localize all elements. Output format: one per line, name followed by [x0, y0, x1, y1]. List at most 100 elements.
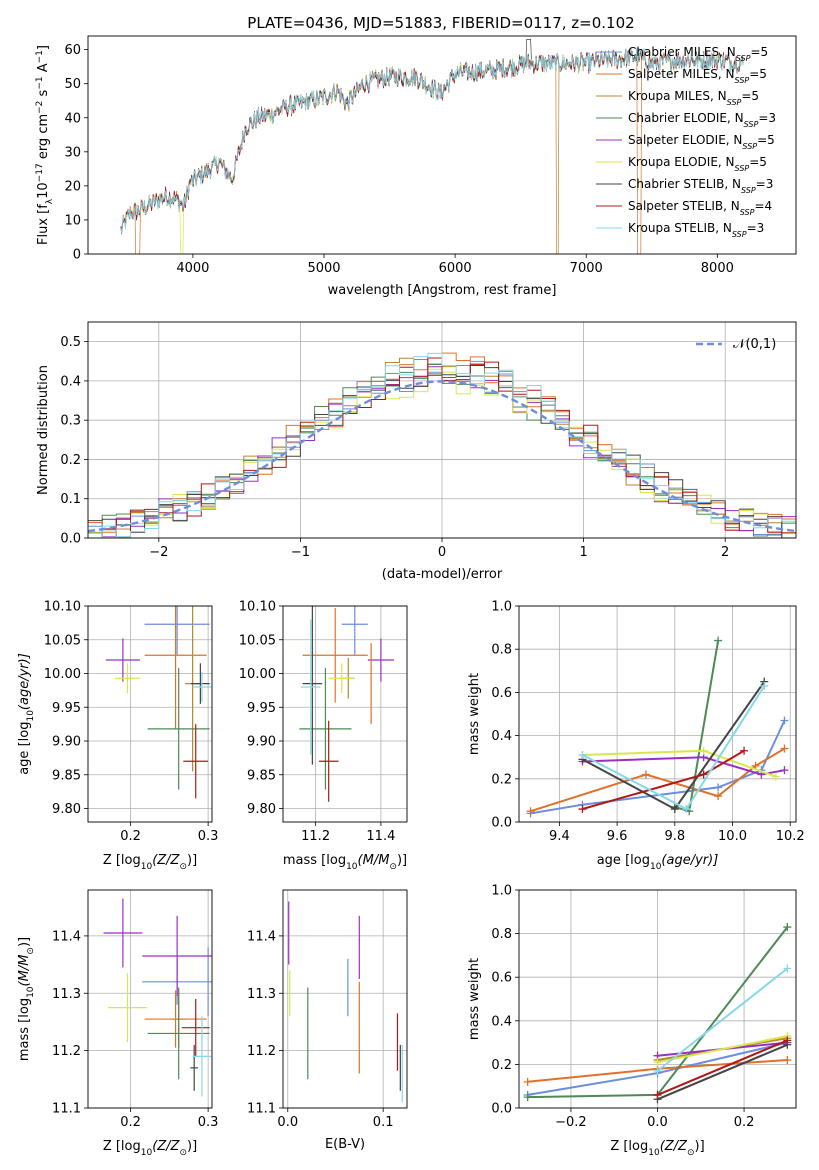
plot-frame [87, 35, 797, 255]
series-marker [760, 681, 769, 690]
y-tick-label: 60 [64, 43, 81, 58]
y-axis-label: age [log10(age/yr)] [17, 653, 36, 775]
y-tick-label: 0.0 [491, 816, 512, 831]
legend-nssp: =5 [741, 89, 759, 103]
x-axis-label-part: 10 [346, 862, 358, 872]
y-tick-label: 40 [64, 111, 81, 126]
legend-nssp: =5 [749, 155, 767, 169]
weight-vs-age-panel: 9.4 9.6 9.8 10.0 10.2 0.0 0.2 0.4 0.6 0.8 1.0 age [… [467, 600, 805, 873]
legend-sub: SSP [744, 120, 759, 129]
weight-series [523, 923, 792, 1104]
plot-area [88, 606, 212, 822]
spectrum-line [120, 48, 744, 234]
x-tick-label: −1 [291, 545, 310, 560]
y-tick-label: 20 [64, 179, 81, 194]
plot-frame [282, 889, 408, 1109]
data-point [367, 638, 394, 682]
data-point [341, 606, 368, 655]
x-axis-label-part: (Z/Z [660, 1139, 688, 1154]
y-tick-label: 0.6 [491, 971, 512, 986]
x-axis-label-part: )] [397, 853, 407, 868]
series-marker [783, 923, 792, 932]
y-axis-label-part: ⊙ [26, 947, 36, 955]
y-axis-label-part: Flux [f [36, 204, 51, 245]
data-point [144, 606, 207, 730]
legend-entry: Kroupa MILES, NSSP=5 [628, 89, 759, 107]
x-tick-label: 9.6 [607, 829, 628, 844]
x-tick-label: 2 [721, 545, 729, 560]
data-point [318, 720, 339, 802]
weight-vs-metallicity-panel: −0.2 0.0 0.2 0.0 0.2 0.4 0.6 0.8 1.0 Z [log10(Z/Z… [467, 884, 797, 1158]
legend-sub: SSP [736, 54, 751, 63]
x-axis-label-part: 10 [141, 1148, 153, 1158]
y-tick-label: 1.0 [491, 884, 512, 899]
series [578, 746, 749, 814]
legend-entry: Salpeter STELIB, NSSP=4 [628, 199, 772, 217]
y-axis-label-part: (age/yr)] [17, 653, 32, 710]
series [653, 1036, 792, 1099]
y-tick-label: 9.80 [52, 802, 81, 817]
legend-nssp: =5 [749, 67, 767, 81]
y-tick-label: 0.5 [60, 335, 81, 350]
y-tick-label: 9.95 [52, 701, 81, 716]
x-axis-label-part: Z [log [610, 1139, 648, 1154]
x-axis-label: Z [log10(Z/Z⊙)] [103, 1139, 197, 1158]
series-marker [780, 766, 789, 775]
x-axis-label-part: age [log [597, 853, 650, 868]
spectrum-panel: 4000 5000 6000 7000 8000 0 10 20 30 40 50 60 wavelen… [35, 35, 797, 298]
x-tick-label: 5000 [307, 261, 340, 276]
y-tick-label: 10 [64, 213, 81, 228]
data-point [302, 606, 323, 765]
series-marker [653, 1090, 662, 1099]
legend-nssp: =3 [756, 177, 774, 191]
normal-curve [88, 380, 796, 533]
y-tick-label: 11.3 [52, 987, 81, 1002]
y-tick-label: 11.1 [247, 1102, 276, 1117]
legend-sub: SSP [732, 230, 747, 239]
plot-frame [282, 605, 408, 823]
series-marker [653, 1058, 662, 1067]
y-axis-label-part: erg cm [36, 114, 51, 163]
x-tick-label: 0 [438, 545, 446, 560]
y-tick-label: 30 [64, 145, 81, 160]
y-tick-label: 10.10 [239, 600, 276, 615]
x-axis-label-part: ⊙ [179, 862, 187, 872]
x-tick-label: 0.2 [120, 829, 141, 844]
x-tick-label: 6000 [439, 261, 472, 276]
data-point [142, 915, 212, 997]
series-marker [653, 1066, 662, 1075]
x-axis-label-part: (M/M [358, 853, 390, 868]
y-tick-label: 9.95 [247, 701, 276, 716]
y-axis-label-part: mass [log [17, 998, 32, 1061]
series [653, 964, 792, 1075]
legend-entry: Salpeter MILES, NSSP=5 [628, 67, 767, 85]
data-point [183, 724, 209, 799]
series-marker [578, 751, 587, 760]
y-tick-label: 0.2 [60, 453, 81, 468]
legend-model-name: Kroupa STELIB, N [628, 221, 732, 235]
y-tick-label: 0.8 [491, 643, 512, 658]
x-axis-label-part: ⊙ [687, 1148, 695, 1158]
plot-frame [518, 605, 797, 823]
legend-model-name: Salpeter ELODIE, N [628, 133, 742, 147]
y-axis-label-part: A [36, 63, 51, 76]
spectrum-lines [120, 39, 744, 254]
legend-model-name: Chabrier STELIB, N [628, 177, 741, 191]
x-axis-label-part: 10 [650, 862, 662, 872]
age-vs-metallicity-panel: 0.2 0.3 9.80 9.85 9.90 9.95 10.00 10.05 10.10 Z [… [17, 600, 218, 873]
y-tick-label: 0.3 [60, 414, 81, 429]
series-line [657, 1039, 788, 1096]
series-marker [641, 770, 650, 779]
data-point [190, 1044, 199, 1091]
series-marker [783, 964, 792, 973]
y-tick-label: 0.4 [491, 1014, 512, 1029]
legend-model-name: Salpeter MILES, N [628, 67, 735, 81]
x-axis-label-part: (age/yr)] [661, 853, 718, 868]
data-point [302, 608, 368, 703]
y-axis-label-part: −17 [35, 163, 45, 182]
series-marker [714, 783, 723, 792]
series-marker [699, 770, 708, 779]
x-tick-label: 0.1 [373, 1115, 394, 1130]
x-axis-label-part: )] [187, 853, 197, 868]
